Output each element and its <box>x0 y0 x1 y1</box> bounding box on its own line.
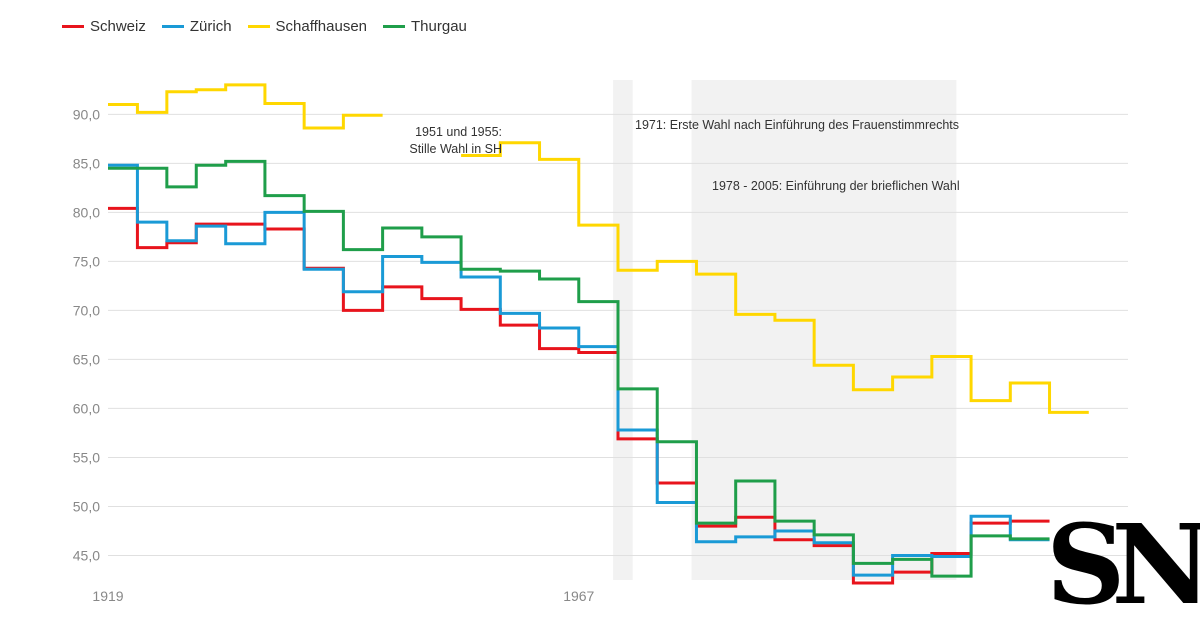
series-lines <box>108 83 1089 585</box>
y-tick-label: 60,0 <box>73 400 100 416</box>
legend-swatch <box>383 25 406 28</box>
y-tick-label: 90,0 <box>73 106 100 122</box>
x-tick-label: 1967 <box>563 588 594 604</box>
annotation-sh-gap-line1: 1951 und 1955: <box>415 125 502 139</box>
legend-label: Schweiz <box>90 18 146 35</box>
y-tick-label: 55,0 <box>73 449 100 465</box>
legend-label: Schaffhausen <box>275 18 368 35</box>
legend-item-thurgau: Thurgau <box>383 18 467 35</box>
y-tick-label: 65,0 <box>73 351 100 367</box>
legend-item-zuerich: Zürich <box>161 18 232 35</box>
x-axis-ticks: 1919 1967 <box>92 588 594 604</box>
legend-swatch <box>247 25 270 28</box>
highlight-bands <box>613 80 957 580</box>
highlight-band-2 <box>691 80 957 580</box>
series-line-thurgau <box>108 159 1050 578</box>
y-tick-label: 85,0 <box>73 155 100 171</box>
legend-label: Thurgau <box>411 18 467 35</box>
annotation-frauenstimmrecht: 1971: Erste Wahl nach Einführung des Fra… <box>635 118 959 132</box>
legend-item-schaffhausen: Schaffhausen <box>247 18 368 35</box>
legend-item-schweiz: Schweiz <box>62 18 146 35</box>
annotation-briefliche-wahl: 1978 - 2005: Einführung der brieflichen … <box>712 179 960 193</box>
legend: Schweiz Zürich Schaffhausen Thurgau <box>62 18 467 35</box>
highlight-band-1 <box>613 80 633 580</box>
sn-logo: SN <box>1046 500 1200 629</box>
legend-label: Zürich <box>189 18 232 35</box>
y-tick-label: 50,0 <box>73 498 100 514</box>
y-tick-label: 75,0 <box>73 253 100 269</box>
series-line-zuerich <box>108 163 1050 577</box>
legend-swatch <box>161 25 184 28</box>
y-tick-label: 80,0 <box>73 204 100 220</box>
y-axis-ticks: 45,0 50,0 55,0 60,0 65,0 70,0 75,0 80,0 85,0 90,0 <box>73 106 100 563</box>
annotations: 1951 und 1955: Stille Wahl in SH 1971: E… <box>409 118 959 193</box>
y-tick-label: 45,0 <box>73 547 100 563</box>
x-tick-label: 1919 <box>92 588 123 604</box>
annotation-sh-gap-line2: Stille Wahl in SH <box>409 142 502 156</box>
legend-swatch <box>62 25 84 28</box>
series-line-schaffhausen <box>108 83 1089 414</box>
y-tick-label: 70,0 <box>73 302 100 318</box>
